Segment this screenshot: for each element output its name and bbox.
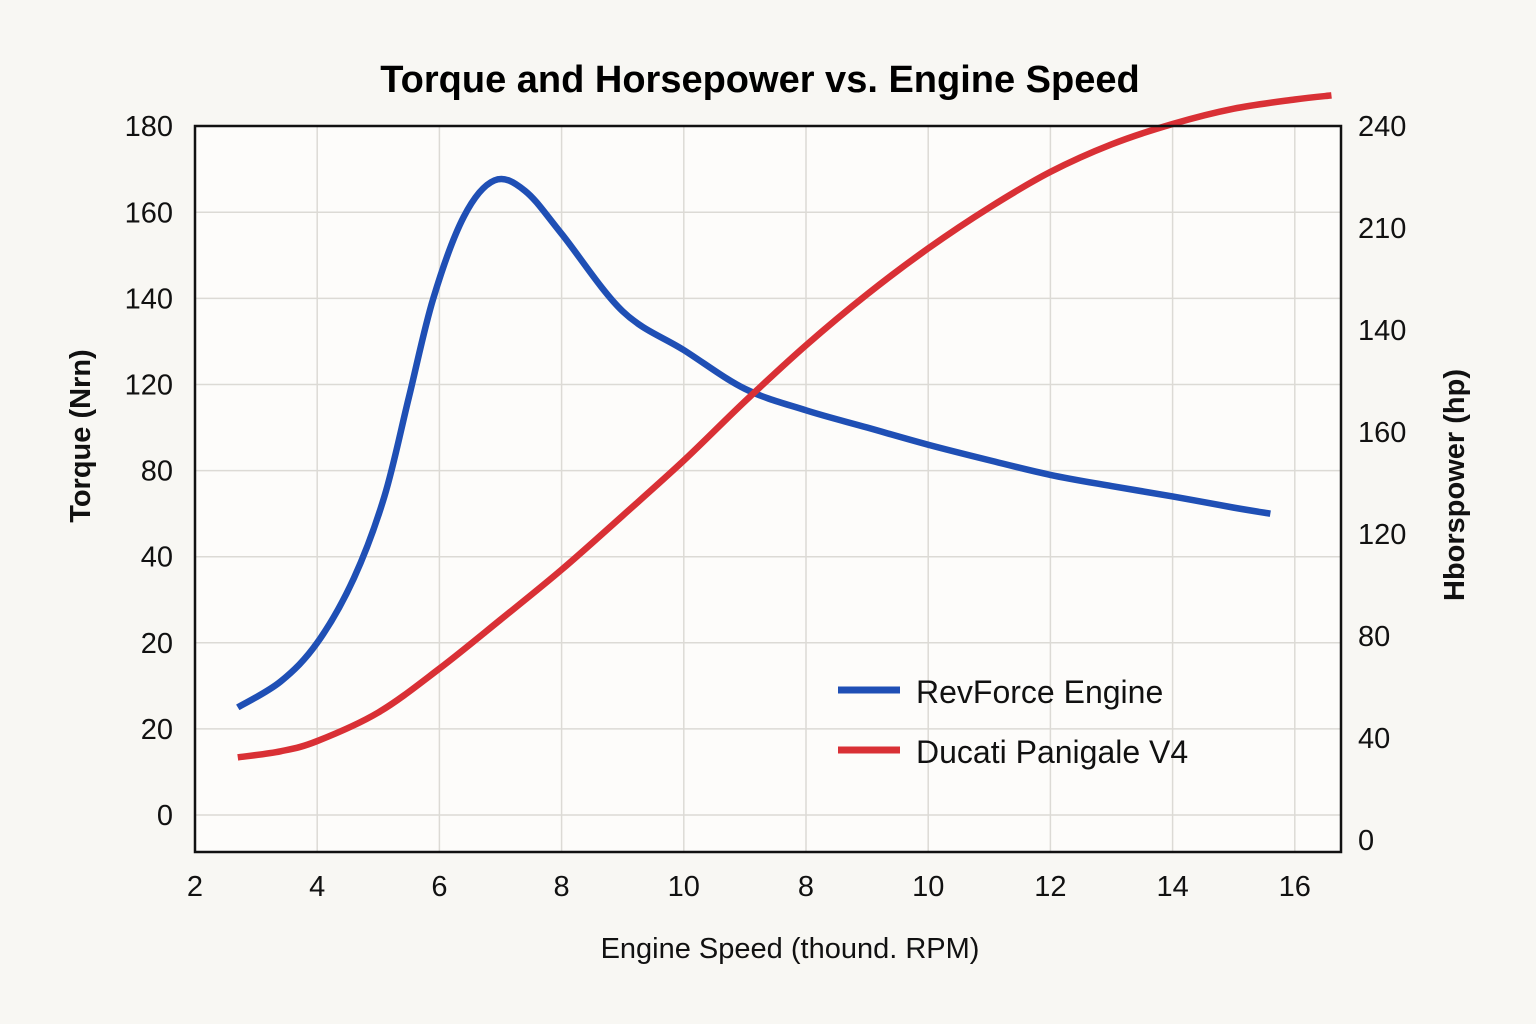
x-tick-label: 16 — [1279, 871, 1311, 903]
series-line-revforce-engine — [236, 175, 1271, 711]
right-tick-label: 120 — [1358, 519, 1406, 551]
left-tick-label: 160 — [125, 197, 173, 229]
x-axis-title: Engine Speed (thound. RPM) — [601, 933, 980, 965]
left-tick-label: 140 — [125, 283, 173, 315]
x-tick-label: 14 — [1156, 871, 1188, 903]
right-tick-label: 210 — [1358, 213, 1406, 245]
series-layer — [236, 92, 1332, 761]
legend-label-ducati: Ducati Panigale V4 — [916, 734, 1188, 770]
left-tick-label: 20 — [141, 628, 173, 660]
right-tick-label: 40 — [1358, 723, 1390, 755]
legend: RevForce Engine Ducati Panigale V4 — [838, 674, 1188, 770]
x-tick-label: 8 — [554, 871, 570, 903]
right-tick-label: 80 — [1358, 621, 1390, 653]
x-tick-label: 2 — [187, 871, 203, 903]
left-axis-ticks: 180 160 140 120 80 40 20 20 0 — [125, 111, 173, 832]
right-axis-ticks: 240 210 140 160 120 80 40 0 — [1358, 111, 1406, 857]
right-tick-label: 0 — [1358, 825, 1374, 857]
left-tick-label: 120 — [125, 370, 173, 402]
x-tick-label: 6 — [431, 871, 447, 903]
x-tick-label: 8 — [798, 871, 814, 903]
x-axis-ticks: 2 4 6 8 10 8 10 12 14 16 — [187, 871, 1311, 903]
left-tick-label: 180 — [125, 111, 173, 143]
left-tick-label: 40 — [141, 542, 173, 574]
right-tick-label: 240 — [1358, 111, 1406, 143]
left-tick-label: 0 — [157, 800, 173, 832]
right-tick-label: 140 — [1358, 315, 1406, 347]
x-tick-label: 4 — [309, 871, 325, 903]
legend-label-revforce: RevForce Engine — [916, 674, 1163, 710]
x-tick-label: 10 — [912, 871, 944, 903]
right-tick-label: 160 — [1358, 417, 1406, 449]
left-axis-title: Torque (Nrn) — [65, 349, 97, 522]
x-tick-label: 10 — [668, 871, 700, 903]
right-axis-title: Hborspower (hp) — [1439, 369, 1471, 601]
left-tick-label: 80 — [141, 456, 173, 488]
series-line-ducati-panigale-v4 — [237, 92, 1332, 761]
plot-frame — [193, 124, 1343, 854]
x-tick-label: 12 — [1034, 871, 1066, 903]
left-tick-label: 20 — [141, 714, 173, 746]
chart-title: Torque and Horsepower vs. Engine Speed — [380, 59, 1139, 101]
